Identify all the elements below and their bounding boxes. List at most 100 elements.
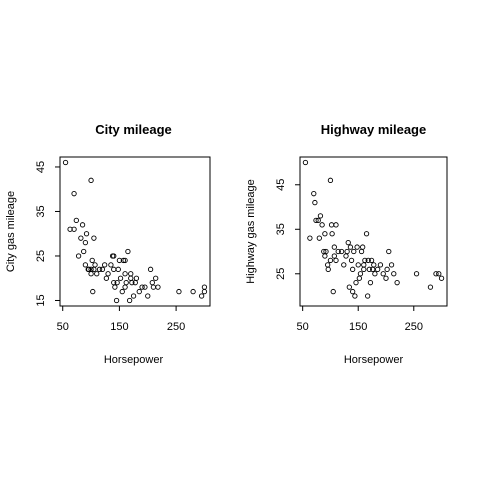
y-tick-label: 45 [35, 161, 47, 173]
data-point [343, 253, 349, 259]
data-point [335, 248, 341, 255]
data-point [325, 266, 331, 272]
data-point [136, 288, 142, 295]
data-point [350, 266, 356, 272]
data-point [147, 266, 154, 272]
data-point [327, 177, 334, 183]
data-point [380, 271, 386, 277]
data-point [108, 262, 114, 268]
data-point [325, 262, 331, 268]
data-point [317, 213, 324, 219]
y-axis-label-highway: Highway gas mileage [245, 179, 257, 284]
data-point [388, 262, 395, 268]
plot-frame [59, 156, 211, 307]
data-point [312, 199, 318, 206]
x-tick-label: 150 [349, 321, 367, 333]
x-tick-label: 50 [57, 321, 69, 333]
data-point [361, 266, 367, 272]
data-point [316, 235, 322, 241]
y-tick-label: 45 [275, 179, 287, 191]
data-point [328, 222, 335, 228]
data-point [375, 266, 381, 272]
data-point [198, 293, 205, 299]
data-point [351, 248, 357, 255]
data-point [126, 297, 133, 304]
data-point [130, 293, 137, 299]
data-point [75, 253, 82, 259]
plot-frame [299, 156, 448, 307]
data-point [71, 191, 77, 197]
data-point [353, 280, 359, 286]
data-point [356, 275, 362, 281]
data-point [86, 266, 92, 272]
data-point [128, 275, 134, 281]
y-tick-label: 35 [275, 223, 287, 235]
data-point [319, 222, 325, 228]
data-point [330, 288, 336, 295]
data-point [362, 257, 368, 264]
data-point [123, 280, 129, 286]
data-point [367, 280, 374, 286]
data-point [354, 244, 360, 250]
data-point [313, 217, 319, 224]
highway-mileage-panel: Highway mileage Horsepower Highway gas m… [245, 122, 448, 366]
data-point [115, 266, 121, 272]
data-point [322, 253, 328, 259]
x-tick-label: 50 [297, 321, 309, 333]
data-point [153, 275, 159, 281]
data-point [73, 217, 79, 224]
data-point [386, 248, 392, 255]
data-point [394, 280, 400, 286]
data-point [346, 284, 352, 290]
data-point [88, 271, 94, 277]
data-point [333, 222, 339, 228]
data-point [366, 266, 372, 272]
data-point [102, 262, 108, 268]
data-point [129, 280, 135, 286]
data-point [201, 284, 208, 290]
data-point [307, 235, 313, 241]
data-point [103, 275, 110, 281]
data-point [91, 266, 97, 272]
data-point [62, 159, 69, 166]
data-point [90, 288, 96, 295]
data-point [352, 293, 358, 299]
data-point [71, 226, 77, 232]
data-point [358, 248, 365, 255]
data-point [427, 284, 434, 290]
data-point [436, 271, 442, 277]
data-point [155, 284, 161, 290]
y-tick-label: 25 [35, 250, 47, 262]
data-point [119, 288, 125, 295]
data-point [128, 271, 134, 277]
data-point [83, 231, 90, 237]
data-point [377, 262, 384, 268]
data-point [365, 293, 371, 299]
data-point [368, 257, 375, 264]
data-point [302, 159, 309, 166]
y-axis-label-city: City gas mileage [5, 191, 17, 272]
data-point [82, 239, 89, 246]
data-point [413, 271, 420, 277]
data-point [347, 244, 354, 250]
data-point [348, 257, 355, 264]
data-point [142, 284, 148, 290]
data-point [113, 297, 120, 304]
data-point [323, 248, 329, 255]
data-point [438, 275, 445, 281]
data-point [150, 284, 157, 290]
data-point [122, 257, 128, 264]
data-point [82, 262, 89, 268]
x-axis-label-highway: Horsepower [344, 354, 404, 366]
data-point [111, 266, 117, 272]
data-point [78, 235, 84, 241]
data-point [201, 288, 208, 295]
data-point [341, 262, 347, 268]
data-point [88, 177, 94, 183]
data-point [105, 271, 111, 277]
x-axis-label-city: Horsepower [104, 354, 164, 366]
data-point [361, 262, 367, 268]
data-point [333, 257, 339, 264]
data-point [81, 248, 87, 255]
